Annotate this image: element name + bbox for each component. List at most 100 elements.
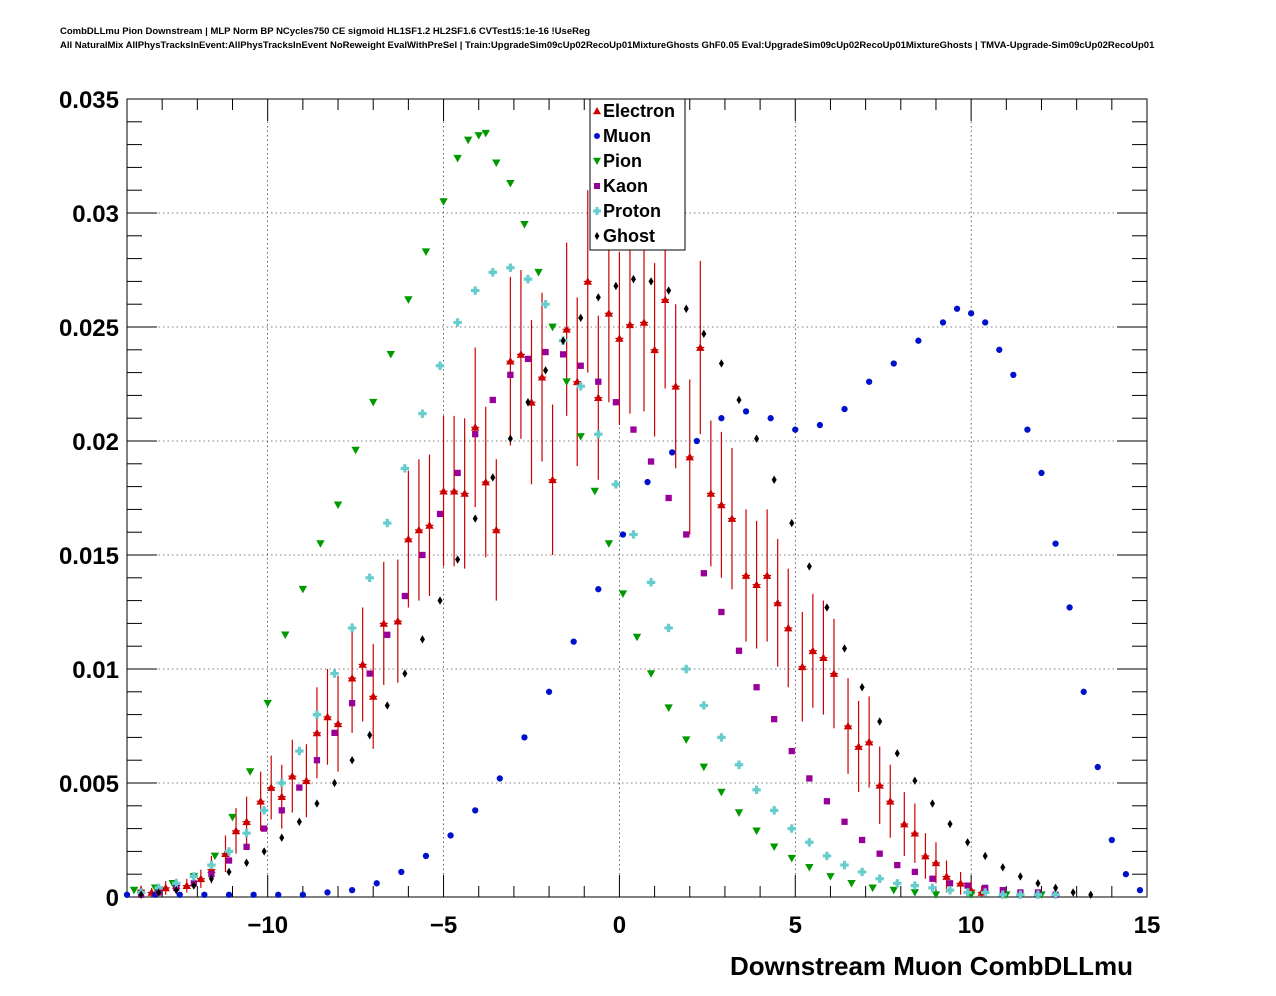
proton-point (224, 847, 234, 856)
ghost-point (718, 359, 724, 368)
kaon-point (718, 608, 725, 616)
kaon-point (384, 631, 391, 638)
ghost-point (156, 888, 162, 897)
muon-point (816, 421, 824, 429)
y-tick-label: 0.035 (59, 87, 119, 114)
ghost-point (367, 730, 373, 740)
electron-point (492, 525, 501, 534)
proton-point (646, 578, 656, 587)
kaon-point (331, 729, 338, 736)
electron-point (625, 320, 635, 329)
kaon-point (225, 857, 233, 864)
electron-point (798, 662, 807, 671)
pion-point (520, 221, 529, 229)
ghost-point (138, 890, 144, 899)
proton-point (400, 464, 410, 473)
electron-point (323, 712, 332, 721)
proton-point (312, 710, 322, 719)
muon-point (1122, 871, 1130, 878)
electron-point (358, 660, 367, 668)
pion-point (474, 132, 483, 140)
electron-point (660, 295, 670, 303)
ghost-point (314, 799, 320, 808)
kaon-point (261, 825, 268, 832)
electron-point (956, 879, 965, 887)
proton-point (875, 874, 884, 883)
electron-point (312, 728, 322, 737)
kaon-point (771, 716, 778, 723)
ghost-point (630, 274, 637, 284)
kaon-point (841, 818, 848, 825)
muon-point (1066, 604, 1073, 611)
muon-point (521, 734, 528, 741)
muon-point (953, 305, 961, 312)
pion-point (369, 398, 378, 407)
proton-point (330, 669, 339, 678)
x-tick-label: 10 (958, 912, 985, 939)
pion-point (931, 891, 941, 899)
kaon-point (964, 882, 971, 889)
ghost-point (736, 395, 742, 405)
proton-point (910, 881, 920, 890)
proton-point (453, 318, 462, 327)
ghost-point (595, 293, 601, 302)
ghost-point (771, 475, 777, 484)
electron-point (819, 653, 828, 661)
electron-point (548, 475, 557, 484)
legend-label-electron: Electron (603, 101, 675, 121)
pion-point (752, 827, 761, 836)
ghost-point (525, 398, 531, 407)
proton-point (682, 664, 691, 674)
electron-point (886, 797, 895, 805)
electron-point (727, 514, 737, 522)
kaon-point (823, 798, 831, 805)
proton-point (189, 872, 199, 881)
kaon-point (929, 875, 936, 882)
ghost-point (331, 778, 338, 788)
ghost-point (982, 851, 988, 861)
muon-point (595, 586, 602, 593)
muon-point (225, 891, 233, 898)
pion-point (787, 854, 796, 863)
proton-point (418, 409, 427, 418)
pion-point (548, 323, 557, 332)
header-line-2: All NaturalMix AllPhysTracksInEvent:AllP… (60, 40, 1155, 51)
ghost-point (929, 799, 935, 808)
legend-label-pion: Pion (603, 151, 642, 171)
kaon-point (313, 757, 321, 764)
kaon-point (454, 469, 461, 477)
ghost-point (261, 847, 267, 856)
electron-point (481, 477, 490, 486)
series-ghost (138, 274, 1094, 899)
kaon-point (999, 887, 1006, 894)
muon-point (915, 337, 922, 344)
ghost-point (173, 885, 179, 895)
muon-point (767, 415, 774, 422)
electron-point (537, 372, 547, 381)
ghost-point (208, 874, 214, 883)
legend-marker-pion (593, 157, 601, 165)
electron-point (333, 719, 343, 728)
kaon-point (700, 570, 707, 577)
proton-point (787, 824, 796, 833)
proton-point (347, 623, 357, 633)
proton-point (435, 361, 445, 370)
proton-point (664, 623, 673, 633)
pion-point (826, 873, 835, 881)
pion-point (281, 631, 290, 639)
electron-point (393, 616, 403, 625)
ghost-point (613, 281, 619, 291)
ghost-point (1088, 890, 1094, 899)
pion-point (664, 704, 673, 712)
ghost-point (1053, 883, 1059, 893)
series-electron (136, 190, 986, 897)
kaon-point (436, 510, 444, 518)
kaon-point (524, 355, 532, 363)
muon-point (742, 408, 750, 415)
electron-point (604, 309, 614, 317)
pion-point (562, 378, 571, 386)
kaon-point (577, 362, 584, 369)
electron-point (808, 646, 818, 655)
pion-point (604, 540, 614, 548)
kaon-point (366, 670, 373, 677)
